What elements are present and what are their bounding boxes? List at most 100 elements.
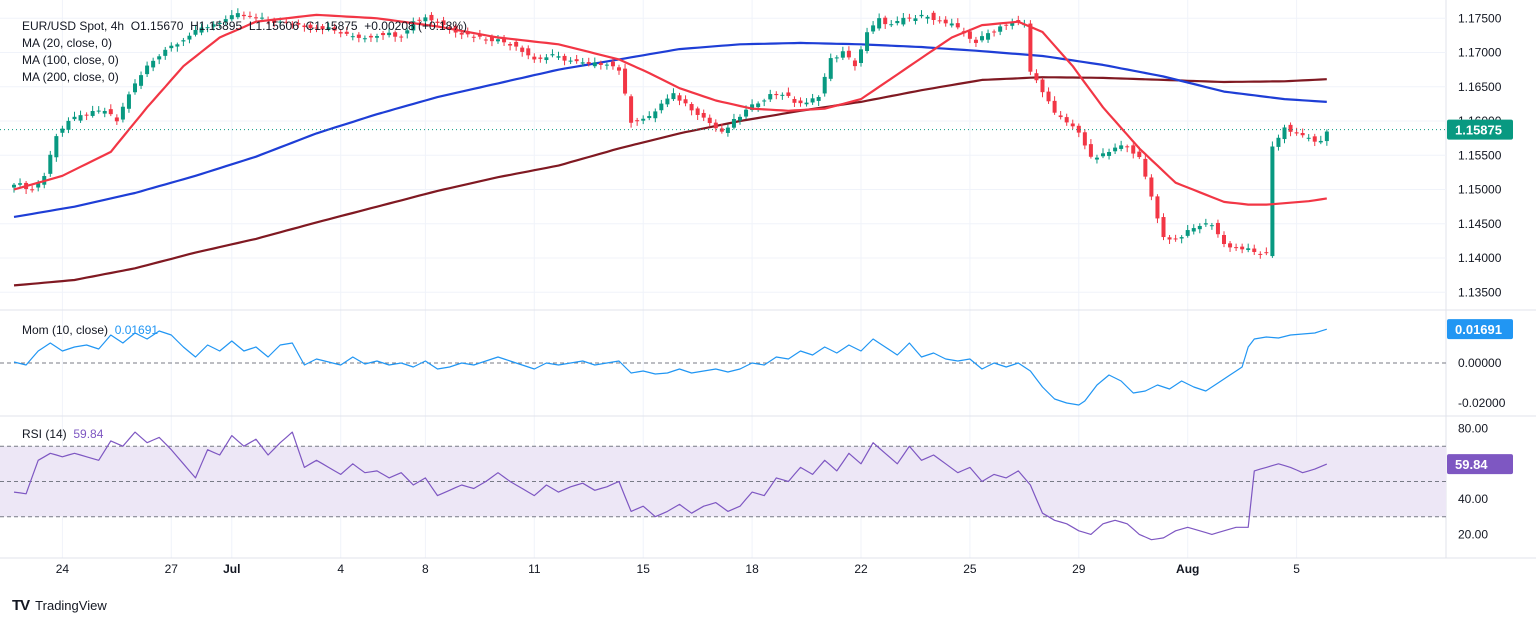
candle-body — [375, 36, 379, 38]
candle-body — [459, 32, 464, 35]
x-tick-label: 22 — [854, 562, 868, 576]
candle-body — [223, 19, 228, 22]
candle-body — [181, 40, 186, 42]
candle-body — [1113, 147, 1118, 152]
ohlc-low: L1.15606 — [248, 19, 299, 33]
candle-body — [798, 100, 803, 104]
candle-body — [1306, 137, 1311, 139]
candle-body — [502, 38, 507, 43]
candle-body — [284, 21, 289, 23]
candle-body — [980, 36, 984, 41]
tradingview-brand[interactable]: TV TradingView — [12, 597, 107, 614]
candle-body — [30, 189, 35, 191]
candle-body — [562, 55, 567, 61]
candle-body — [471, 36, 476, 38]
candle-body — [641, 118, 646, 121]
candle-body — [871, 25, 876, 32]
candle-body — [205, 27, 210, 29]
candle-body — [538, 57, 543, 59]
x-tick-label: Aug — [1176, 562, 1199, 576]
candle-body — [1155, 196, 1160, 219]
candle-body — [598, 62, 603, 65]
candle-body — [18, 183, 23, 185]
price-tick-label: 1.16500 — [1458, 80, 1502, 94]
mom-title: Mom (10, close) — [22, 323, 109, 337]
candle-body — [12, 184, 16, 188]
x-tick-label: 15 — [637, 562, 651, 576]
price-tick-label: 1.17000 — [1458, 46, 1502, 60]
candle-body — [362, 38, 367, 40]
candle-body — [1264, 252, 1269, 254]
grid-layer — [0, 0, 1536, 559]
candle-body — [1082, 132, 1087, 146]
candle-body — [610, 61, 615, 67]
candle-body — [1191, 228, 1196, 232]
candle-body — [36, 183, 41, 188]
symbol-label: EUR/USD Spot, 4h — [22, 19, 125, 33]
candle-body — [477, 34, 482, 37]
candle-body — [1137, 151, 1142, 158]
candle-body — [344, 31, 349, 34]
candle-body — [66, 120, 71, 130]
mom-tick-label: -0.02000 — [1458, 396, 1506, 410]
x-tick-label: 18 — [745, 562, 759, 576]
x-tick-label: 24 — [56, 562, 70, 576]
candle-body — [810, 98, 815, 103]
candle-body — [738, 116, 742, 121]
candle-body — [1288, 124, 1293, 132]
candle-body — [671, 93, 676, 100]
candle-body — [308, 24, 313, 29]
mom-tick-label: 0.00000 — [1458, 356, 1502, 370]
candle-body — [169, 45, 174, 49]
candle-body — [108, 109, 113, 115]
candle-body — [949, 23, 954, 26]
axis-layer: 24 27 Jul 4 8 11 15 18 22 25 29 Aug 5 1.13500 1.14000 1… — [0, 11, 1513, 576]
candle-body — [496, 39, 500, 42]
candle-body — [719, 128, 724, 132]
candle-body — [1070, 123, 1075, 127]
candle-body — [151, 60, 156, 68]
candle-body — [435, 21, 440, 23]
candle-body — [1149, 177, 1154, 197]
candle-body — [1222, 234, 1226, 245]
ma200-line — [13, 76, 1327, 287]
candle-body — [211, 24, 216, 27]
ohlc-change: +0.00208 (+0.18%) — [364, 19, 468, 33]
candle-body — [1088, 144, 1093, 157]
candle-body — [713, 122, 718, 129]
candle-body — [1058, 115, 1063, 118]
candle-body — [393, 32, 398, 37]
x-tick-label: 29 — [1072, 562, 1086, 576]
candle-body — [520, 47, 525, 52]
candle-body — [326, 27, 331, 30]
candle-body — [1215, 222, 1220, 235]
candle-body — [689, 104, 694, 111]
candle-body — [84, 114, 89, 116]
candle-body — [1028, 23, 1033, 72]
candle-body — [1252, 248, 1257, 252]
candle-body — [193, 29, 198, 35]
candle-body — [774, 93, 779, 96]
candle-body — [895, 21, 900, 24]
candle-body — [1228, 243, 1233, 248]
candle-body — [1161, 217, 1166, 238]
candle-body — [1094, 157, 1099, 160]
candle-body — [834, 57, 839, 59]
candle-body — [1052, 100, 1057, 113]
candle-body — [417, 19, 422, 21]
candle-body — [126, 94, 131, 109]
price-tick-label: 1.17500 — [1458, 11, 1502, 25]
candle-body — [792, 98, 797, 103]
candle-body — [604, 64, 609, 66]
candle-body — [1034, 73, 1039, 81]
ma100-line — [13, 41, 1327, 218]
x-tick-label: 4 — [337, 562, 344, 576]
x-tick-label: 25 — [963, 562, 977, 576]
candle-body — [229, 15, 234, 20]
candle-body — [1185, 230, 1190, 236]
candle-body — [786, 92, 791, 96]
candle-body — [120, 106, 125, 120]
candle-body — [139, 75, 144, 86]
candle-body — [1101, 153, 1105, 157]
